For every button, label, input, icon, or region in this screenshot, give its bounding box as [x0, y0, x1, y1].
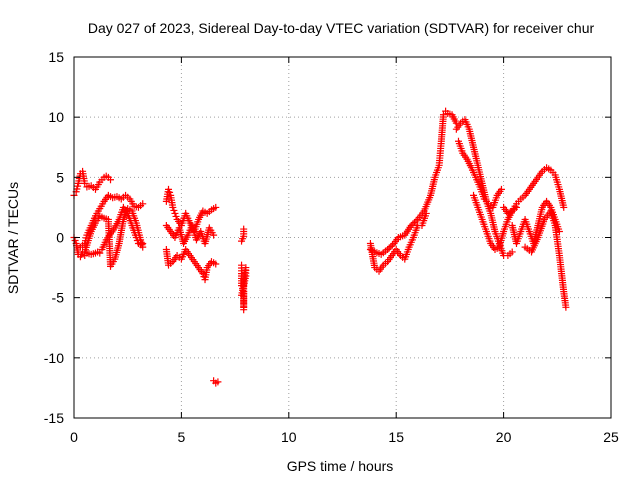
grid-lines	[74, 57, 611, 418]
axis-ticks: 0 5 10 15 20 25 -15 -10 -5 0 5 10 15	[44, 49, 619, 445]
data-point	[107, 176, 115, 184]
data-point	[387, 243, 395, 251]
data-point	[240, 225, 248, 233]
data-point	[410, 218, 418, 226]
data-point	[562, 303, 570, 311]
data-point	[385, 244, 393, 252]
x-tick-label: 20	[496, 429, 512, 445]
data-point	[212, 260, 220, 268]
x-tick-label: 5	[178, 429, 186, 445]
data-point	[212, 203, 220, 211]
y-tick-label: 0	[56, 230, 64, 246]
data-point	[166, 188, 174, 196]
data-point	[199, 270, 207, 278]
data-point	[71, 237, 79, 245]
data-point	[171, 209, 179, 217]
data-point	[210, 231, 218, 239]
data-point	[170, 206, 178, 214]
data-point	[407, 221, 415, 229]
y-tick-label: 10	[48, 109, 64, 125]
x-axis-label: GPS time / hours	[287, 458, 394, 474]
x-tick-label: 0	[70, 429, 78, 445]
data-point	[169, 203, 177, 211]
x-tick-label: 25	[603, 429, 619, 445]
x-tick-label: 10	[281, 429, 297, 445]
data-point	[214, 378, 222, 386]
data-point	[139, 200, 147, 208]
data-point	[81, 179, 89, 187]
data-point	[238, 291, 246, 299]
data-point	[439, 111, 447, 119]
data-point	[384, 246, 392, 254]
data-point	[96, 249, 104, 257]
data-point	[132, 234, 140, 241]
data-point	[165, 185, 173, 193]
data-point	[555, 227, 563, 235]
y-axis-label: SDTVAR / TECUs	[5, 182, 21, 294]
chart-title: Day 027 of 2023, Sidereal Day-to-day VTE…	[88, 20, 595, 36]
y-tick-label: -15	[44, 410, 64, 426]
data-point	[139, 240, 147, 248]
data-point	[508, 248, 516, 256]
data-point	[497, 185, 505, 193]
data-points	[70, 107, 570, 387]
y-tick-label: -10	[44, 350, 64, 366]
data-point	[560, 203, 568, 211]
data-point	[412, 217, 420, 225]
y-tick-label: 5	[56, 169, 64, 185]
data-point	[409, 220, 417, 228]
data-point	[172, 212, 180, 220]
y-tick-label: 15	[48, 49, 64, 65]
x-tick-label: 15	[388, 429, 404, 445]
y-tick-label: -5	[52, 290, 65, 306]
data-point	[133, 237, 141, 245]
data-point	[388, 241, 396, 249]
